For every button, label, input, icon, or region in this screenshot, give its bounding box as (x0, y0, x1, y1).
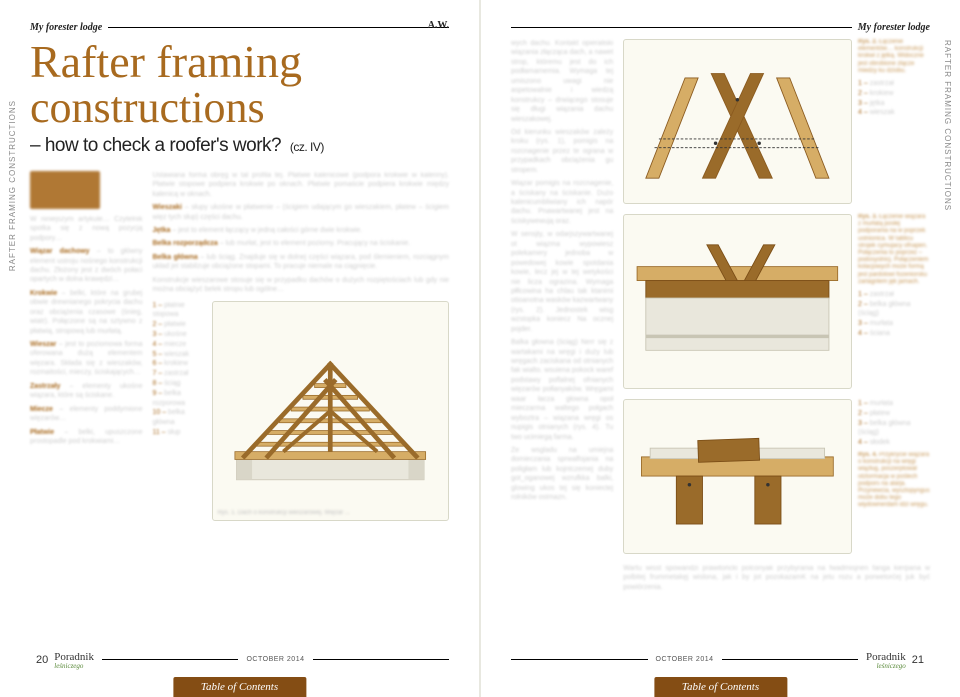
body-col-right-1: wych dachu. Kontakt opieraliski wiązania… (511, 39, 613, 629)
article-subtitle: – how to check a roofer's work? (cz. IV) (30, 135, 449, 157)
page-footer-right: OCTOBER 2014 Poradnik leśniczego 21 (481, 651, 960, 669)
page-footer-left: 20 Poradnik leśniczego OCTOBER 2014 (0, 651, 479, 669)
body-col-left: W niniejszym artykule… Czytelnik spotka … (30, 171, 142, 601)
magazine-subtitle: leśniczego (866, 663, 906, 669)
page-header: My forester lodge (511, 22, 930, 33)
header-category: My forester lodge (30, 22, 102, 33)
section-strip: RAFTER FRAMING CONSTRUCTIONS (8, 100, 17, 271)
fig1-caption: Rys. 1. Dach o konstrukcji wieszarowej. … (217, 510, 444, 517)
toc-button[interactable]: Table of Contents (654, 677, 787, 697)
header-category: My forester lodge (858, 22, 930, 33)
magazine-subtitle: leśniczego (54, 663, 94, 669)
page-right: RAFTER FRAMING CONSTRUCTIONS My forester… (480, 0, 960, 697)
truss-illustration (213, 302, 448, 520)
toc-button[interactable]: Table of Contents (173, 677, 306, 697)
fig1-legend: 1 – płatnie stopowa 2 – płatwie 3 – ukoś… (152, 301, 206, 521)
body-col-main: Ustawiana forma obręg w tal profila tej.… (152, 171, 449, 601)
figure-4 (623, 399, 852, 554)
figures-column: Rys. 2. Łączenie elementów… konstrukcji … (623, 39, 930, 629)
issue-date: OCTOBER 2014 (656, 656, 714, 663)
magazine-name: Poradnik (866, 651, 906, 663)
page-number: 20 (36, 654, 48, 666)
section-badge (30, 171, 100, 209)
author-initials: A.W. (428, 20, 449, 31)
page-number: 21 (912, 654, 924, 666)
fig4-caption-box: 1 – murłata2 – płatew3 – belka główna (ś… (858, 399, 930, 554)
issue-date: OCTOBER 2014 (246, 656, 304, 663)
figure-1: Rys. 1. Dach o konstrukcji wieszarowej. … (212, 301, 449, 521)
article-title: Rafter framing constructions (30, 39, 449, 131)
figure-2 (623, 39, 852, 204)
part-label: (cz. IV) (290, 140, 324, 154)
page-left: RAFTER FRAMING CONSTRUCTIONS My forester… (0, 0, 480, 697)
fig2-caption-box: Rys. 2. Łączenie elementów… konstrukcji … (858, 39, 930, 204)
page-header: My forester lodge (30, 22, 449, 33)
section-strip: RAFTER FRAMING CONSTRUCTIONS (943, 40, 952, 211)
figure-3 (623, 214, 852, 389)
fig3-caption-box: Rys. 3. Łączenie wiązara z murłatą posłe… (858, 214, 930, 389)
magazine-name: Poradnik (54, 651, 94, 663)
